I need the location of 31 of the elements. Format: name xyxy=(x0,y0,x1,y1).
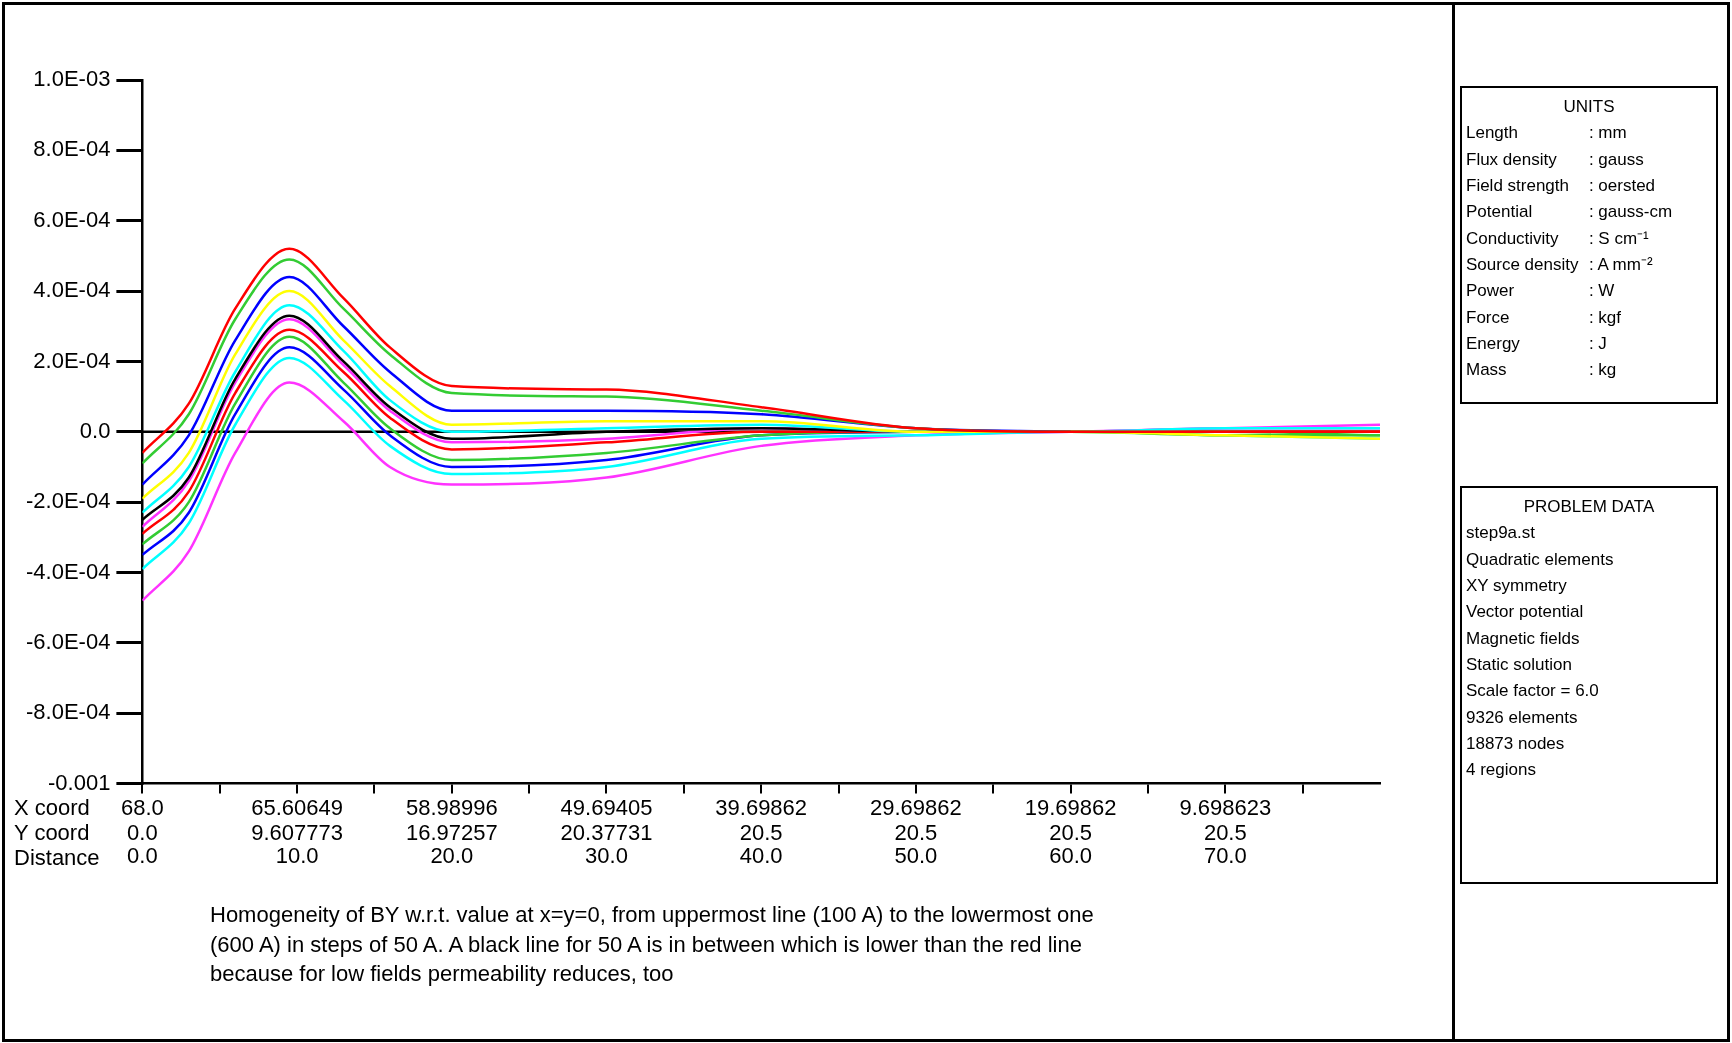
x-tick-label: 10.0 xyxy=(275,842,319,868)
text: X coord Y coord Distance xyxy=(14,794,100,870)
y-tick-label: -6.0E-04 xyxy=(25,628,111,654)
y-tick-label: 1.0E-03 xyxy=(33,66,111,92)
text: 65.60649 9.607773 xyxy=(251,794,343,845)
y-tick-label: 4.0E-04 xyxy=(33,277,111,303)
y-tick-label: 6.0E-04 xyxy=(33,206,111,232)
x-tick-label: 50.0 xyxy=(894,842,938,868)
text: 39.69862 20.5 xyxy=(715,794,808,845)
text: Homogeneity of BY w.r.t. value at x=y=0, from uppermost line (100 A) to the lowermost one (600 A) in steps of 50 A. A black line for 50 A is in between which is lower than the red line because for low fields permeability reduces, too xyxy=(210,901,1094,989)
text: UNITS Length : mm Flux density : gauss Field strength : oersted Potential : gauss-cm Conductivity : S cm⁻¹ Source density : A mm⁻² Power : W Force : kgf Energy : J Mass : kg xyxy=(1466,97,1673,380)
x-tick-label: 60.0 xyxy=(1049,842,1093,868)
text: 68.0 0.0 xyxy=(120,794,164,845)
y-tick-label: -4.0E-04 xyxy=(25,558,111,584)
x-tick-label: 40.0 xyxy=(739,842,783,868)
text: 58.98996 16.97257 xyxy=(405,794,498,845)
text: 49.69405 20.37731 xyxy=(560,794,653,845)
y-tick-label: 8.0E-04 xyxy=(33,136,111,162)
y-tick-label: 0.0 xyxy=(79,417,111,443)
x-tick-label: 70.0 xyxy=(1203,842,1247,868)
x-tick-label: 20.0 xyxy=(430,842,474,868)
text: 19.69862 20.5 xyxy=(1024,794,1117,845)
text: PROBLEM DATA step9a.st Quadratic elements XY symmetry Vector potential Magnetic fields Static solution Scale factor = 6.0 9326 elements 18873 nodes 4 regions xyxy=(1466,497,1655,780)
text: 29.69862 20.5 xyxy=(870,794,962,845)
x-tick-label: 0.0 xyxy=(127,842,158,868)
y-tick-label: 2.0E-04 xyxy=(33,347,111,373)
y-tick-label: -8.0E-04 xyxy=(25,699,111,725)
x-tick-label: 30.0 xyxy=(585,842,628,868)
text: 9.698623 20.5 xyxy=(1179,794,1272,845)
y-tick-label: -2.0E-04 xyxy=(25,488,111,514)
y-tick-label: -0.001 xyxy=(47,769,111,795)
